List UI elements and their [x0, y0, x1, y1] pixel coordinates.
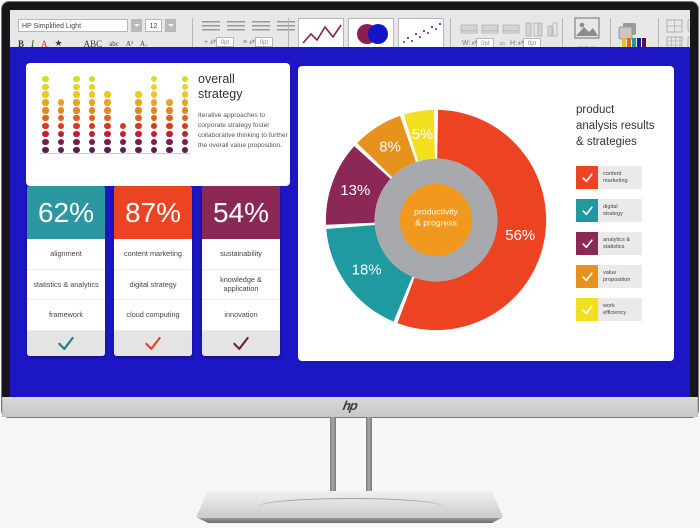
svg-text:18%: 18%	[352, 261, 382, 278]
svg-text:productivity: productivity	[414, 206, 458, 216]
svg-text:13%: 13%	[340, 182, 370, 199]
svg-text:5%: 5%	[412, 126, 434, 143]
svg-text:56%: 56%	[505, 227, 535, 244]
svg-text:& progress: & progress	[415, 218, 457, 228]
svg-text:8%: 8%	[379, 139, 401, 156]
